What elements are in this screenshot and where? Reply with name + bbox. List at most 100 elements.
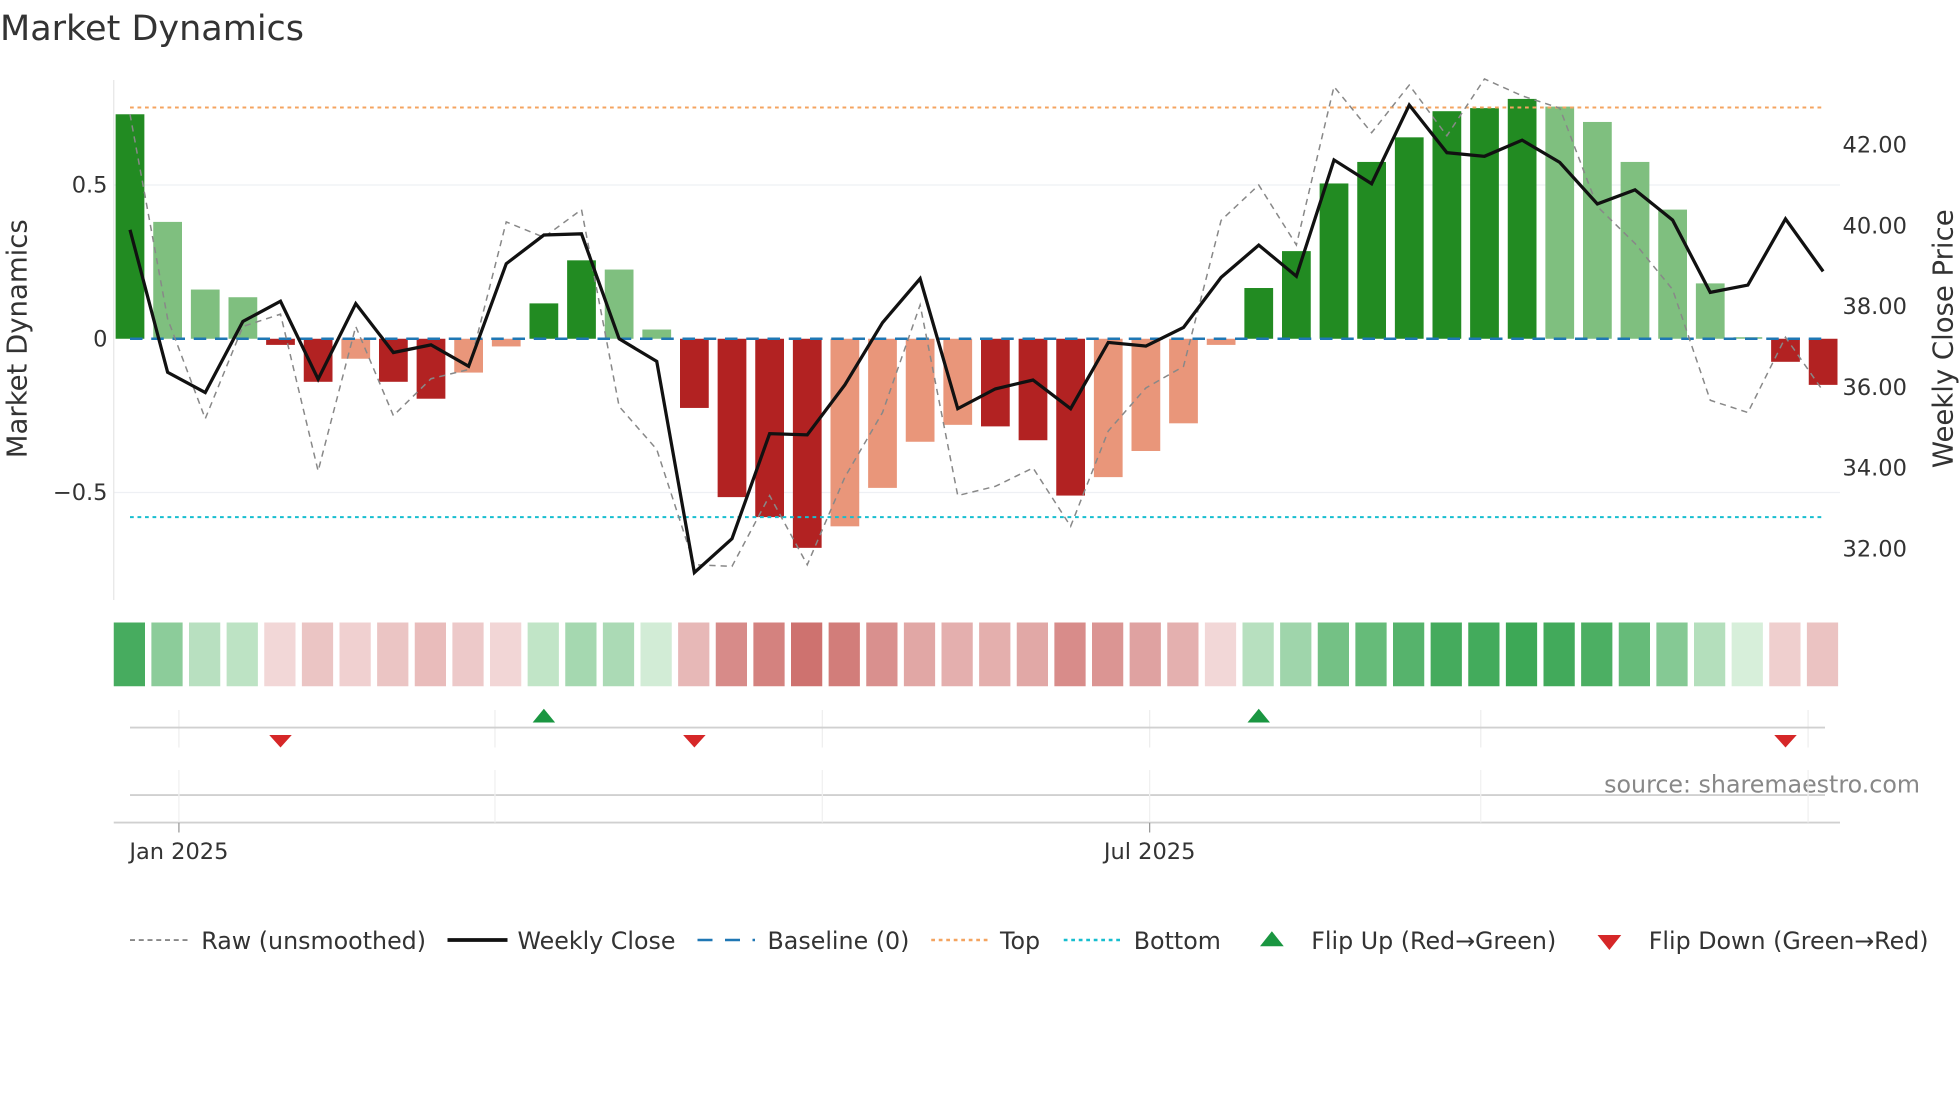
heatmap-cell bbox=[1769, 622, 1801, 687]
momentum-bar bbox=[1282, 251, 1311, 339]
heatmap-cell bbox=[1543, 622, 1575, 687]
heatmap-cell bbox=[1280, 622, 1312, 687]
heatmap-cell bbox=[903, 622, 936, 687]
heatmap-cell bbox=[1618, 622, 1650, 687]
momentum-bar bbox=[1206, 338, 1236, 345]
left-y-ticks: 0.5 0 −0.5 bbox=[53, 173, 108, 506]
momentum-bars bbox=[115, 98, 1838, 548]
momentum-bar bbox=[153, 221, 182, 339]
flip-up-marker bbox=[532, 708, 556, 723]
chart-title: Market Dynamics bbox=[0, 9, 304, 49]
flip-down-marker bbox=[683, 735, 706, 748]
heatmap-cell bbox=[715, 622, 747, 687]
heatmap-cell bbox=[1129, 622, 1161, 687]
momentum-bar bbox=[266, 338, 295, 345]
heatmap-cell bbox=[1806, 622, 1839, 687]
heatmap-cell bbox=[1694, 622, 1726, 687]
heatmap-cell bbox=[1430, 622, 1462, 687]
y-tick-label: 0.5 bbox=[72, 173, 108, 199]
lines bbox=[128, 77, 1825, 576]
heatmap-cell bbox=[1505, 622, 1538, 687]
momentum-bar bbox=[1583, 121, 1612, 339]
heatmap-cell bbox=[1054, 622, 1086, 687]
heatmap-cell bbox=[301, 622, 334, 687]
y2-axis-label: Weekly Close Price bbox=[1928, 209, 1960, 468]
flip-down-marker bbox=[1774, 735, 1797, 748]
momentum-bar bbox=[680, 338, 709, 408]
heatmap-cell bbox=[640, 622, 672, 687]
y-tick-label: −0.5 bbox=[53, 480, 108, 506]
heatmap-cell bbox=[1167, 622, 1199, 687]
momentum-bar bbox=[604, 269, 634, 339]
heatmap-cell bbox=[113, 622, 145, 687]
legend-label: Raw (unsmoothed) bbox=[201, 927, 426, 955]
flip-down-marker bbox=[269, 735, 292, 748]
momentum-bar bbox=[1018, 338, 1048, 441]
x-ticks: Jan 2025 Jul 2025 bbox=[127, 770, 1809, 865]
y2-tick-label: 32.00 bbox=[1843, 536, 1907, 562]
reference-lines bbox=[130, 106, 1825, 519]
momentum-bar bbox=[379, 338, 408, 382]
legend: Raw (unsmoothed) Weekly Close Baseline (0)… bbox=[130, 927, 1929, 955]
momentum-bar bbox=[1319, 183, 1349, 339]
legend-label: Bottom bbox=[1134, 927, 1221, 955]
momentum-bar bbox=[755, 338, 784, 518]
legend-label: Top bbox=[999, 927, 1040, 955]
legend-flip-up-icon bbox=[1260, 931, 1284, 947]
y2-tick-label: 42.00 bbox=[1843, 133, 1907, 159]
heatmap-cell bbox=[979, 622, 1011, 687]
momentum-bar bbox=[792, 338, 822, 548]
weekly-close-line bbox=[128, 101, 1825, 576]
heatmap-cell bbox=[151, 622, 183, 687]
y-axis-label: Market Dynamics bbox=[1, 219, 33, 458]
heatmap-cell bbox=[866, 622, 898, 687]
legend-label: Weekly Close bbox=[518, 927, 676, 955]
y2-tick-label: 38.00 bbox=[1843, 294, 1907, 320]
momentum-bar bbox=[1808, 338, 1838, 385]
heatmap-cell bbox=[941, 622, 973, 687]
legend-label: Flip Up (Red→Green) bbox=[1311, 927, 1556, 955]
heatmap-cell bbox=[264, 622, 296, 687]
heatmap-cell bbox=[1731, 622, 1763, 687]
momentum-heatmap-strip bbox=[113, 622, 1839, 687]
momentum-bar bbox=[1244, 288, 1274, 339]
y2-tick-label: 34.00 bbox=[1843, 456, 1907, 482]
heatmap-cell bbox=[1656, 622, 1688, 687]
heatmap-cell bbox=[1204, 622, 1237, 687]
heatmap-cell bbox=[226, 622, 258, 687]
heatmap-cell bbox=[565, 622, 597, 687]
y2-tick-label: 36.00 bbox=[1843, 375, 1907, 401]
y-tick-label: 0 bbox=[93, 326, 107, 352]
heatmap-cell bbox=[414, 622, 446, 687]
heatmap-cell bbox=[189, 622, 221, 687]
heatmap-cell bbox=[1317, 622, 1349, 687]
heatmap-cell bbox=[527, 622, 559, 687]
heatmap-cell bbox=[1468, 622, 1500, 687]
momentum-bar bbox=[981, 338, 1010, 427]
momentum-bar bbox=[529, 303, 559, 339]
momentum-bar bbox=[1470, 108, 1499, 339]
momentum-bar bbox=[491, 338, 521, 347]
x-tick-label: Jan 2025 bbox=[127, 839, 228, 865]
momentum-bar bbox=[1056, 338, 1085, 496]
momentum-bar bbox=[1131, 338, 1161, 451]
raw-unsmoothed-line bbox=[129, 77, 1824, 568]
heatmap-cell bbox=[1393, 622, 1425, 687]
momentum-bar bbox=[717, 338, 747, 498]
momentum-bar bbox=[1545, 106, 1575, 339]
flip-markers-panel bbox=[130, 708, 1825, 748]
legend-label: Flip Down (Green→Red) bbox=[1649, 927, 1929, 955]
momentum-bar bbox=[115, 114, 145, 339]
heatmap-cell bbox=[1581, 622, 1613, 687]
legend-label: Baseline (0) bbox=[768, 927, 910, 955]
heatmap-cell bbox=[602, 622, 635, 687]
heatmap-cell bbox=[828, 622, 860, 687]
legend-flip-down-icon bbox=[1597, 935, 1622, 950]
heatmap-cell bbox=[1016, 622, 1048, 687]
momentum-bar bbox=[1169, 338, 1198, 424]
heatmap-cell bbox=[339, 622, 371, 687]
momentum-bar bbox=[228, 297, 258, 339]
right-y-ticks: 42.00 40.00 38.00 36.00 34.00 32.00 bbox=[1843, 133, 1907, 563]
heatmap-cell bbox=[377, 622, 409, 687]
